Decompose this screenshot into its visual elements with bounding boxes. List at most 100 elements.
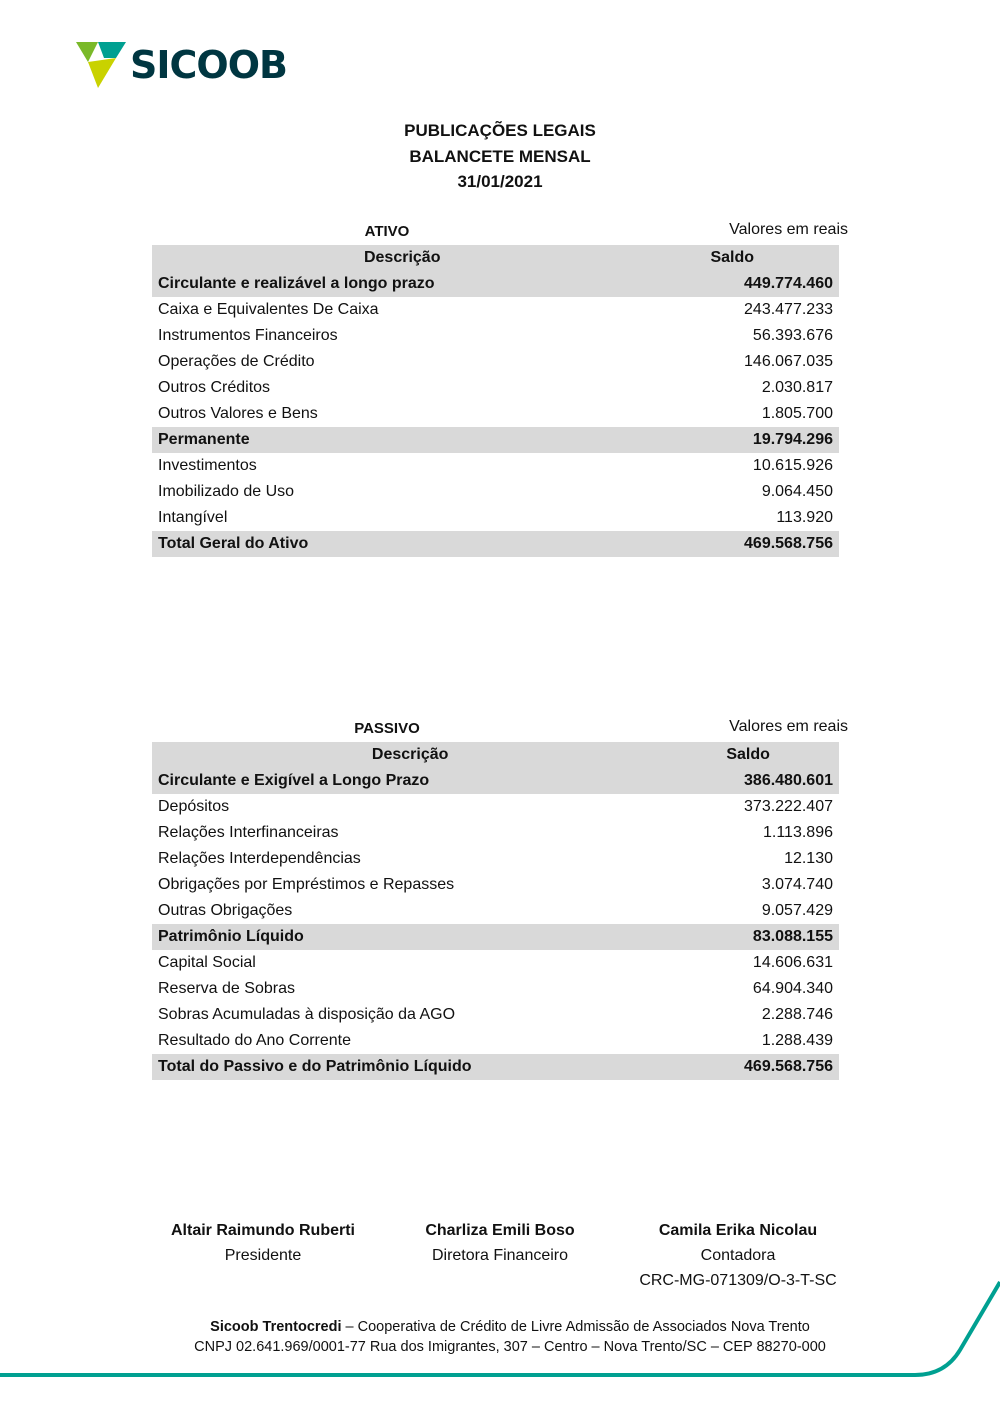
title-line-2: BALANCETE MENSAL [409,146,591,166]
subtotal-row: Total do Passivo e do Patrimônio Líquido… [152,1054,839,1080]
row-description: Relações Interdependências [158,850,361,867]
signature-crc: CRC-MG-071309/O-3-T-SC [639,1272,837,1289]
signature-financial-director: Charliza Emili Boso Diretora Financeiro [400,1218,600,1268]
ativo-label: ATIVO [364,223,410,240]
subtotal-row: Circulante e Exigível a Longo Prazo 386.4… [152,768,839,794]
signature-role: Diretora Financeiro [431,1247,569,1264]
row-value: 469.568.756 [668,1054,839,1080]
row-value: 1.288.439 [761,1032,833,1049]
row-description: Circulante e realizável a longo prazo [152,271,653,297]
table-row: Resultado do Ano Corrente 1.288.439 [152,1028,839,1054]
passivo-label: PASSIVO [354,720,420,737]
row-value: 243.477.233 [744,301,833,318]
sicoob-logo: SICOOB [76,42,288,88]
table-row: Sobras Acumuladas à disposição da AGO 2.2… [152,1002,839,1028]
row-value: 449.774.460 [652,271,839,297]
sicoob-logo-icon [76,42,126,88]
subtotal-row: Permanente 19.794.296 [152,427,839,453]
row-description: Depósitos [158,798,230,815]
table-row: Relações Interfinanceiras 1.113.896 [152,820,839,846]
footer-line-1: – Cooperativa de Crédito de Livre Admiss… [341,1319,810,1335]
col-desc: Descrição [152,742,669,768]
table-row: Outros Créditos 2.030.817 [152,375,839,401]
row-value: 373.222.407 [744,798,833,815]
row-description: Caixa e Equivalentes De Caixa [158,301,379,318]
col-desc: Descrição [152,245,653,271]
row-description: Permanente [152,427,653,453]
row-description: Obrigações por Empréstimos e Repasses [158,876,455,893]
passivo-table: Descrição Saldo Circulante e Exigível a Lo… [152,742,839,1080]
table-row: Instrumentos Financeiros 56.393.676 [152,323,839,349]
footer: Sicoob Trentocredi – Cooperativa de Créd… [0,1317,1000,1357]
row-description: Intangível [158,509,228,526]
table-row: Depósitos 373.222.407 [152,794,839,820]
table-row: Caixa e Equivalentes De Caixa 243.477.233 [152,297,839,323]
row-description: Outras Obrigações [158,902,293,919]
table-row: Outras Obrigações 9.057.429 [152,898,839,924]
row-value: 14.606.631 [752,954,833,971]
ativo-units: Valores em reais [729,221,848,238]
row-value: 64.904.340 [752,980,833,997]
subtotal-row: Total Geral do Ativo 469.568.756 [152,531,839,557]
footer-line-2: CNPJ 02.641.969/0001-77 Rua dos Imigrant… [194,1339,826,1355]
row-value: 146.067.035 [744,353,833,370]
row-value: 56.393.676 [752,327,833,344]
logo-text: SICOOB [130,43,288,87]
row-description: Instrumentos Financeiros [158,327,338,344]
signature-name: Altair Raimundo Ruberti [170,1222,355,1239]
subtotal-row: Circulante e realizável a longo prazo 449… [152,271,839,297]
row-value: 469.568.756 [652,531,839,557]
row-description: Reserva de Sobras [158,980,295,997]
row-description: Sobras Acumuladas à disposição da AGO [158,1006,456,1023]
title-date: 31/01/2021 [457,172,543,191]
row-description: Outros Créditos [158,379,271,396]
row-value: 3.074.740 [761,876,833,893]
row-description: Total Geral do Ativo [152,531,653,557]
title-line-1: PUBLICAÇÕES LEGAIS [404,121,596,140]
row-description: Capital Social [158,954,256,971]
row-description: Circulante e Exigível a Longo Prazo [152,768,669,794]
signature-role: Contadora [700,1247,776,1264]
ativo-section: ATIVO Valores em reais Descrição Saldo Cir… [152,219,852,557]
passivo-section: PASSIVO Valores em reais Descrição Saldo C… [152,716,852,1080]
row-value: 10.615.926 [752,457,833,474]
subtotal-row: Patrimônio Líquido 83.088.155 [152,924,839,950]
row-value: 113.920 [776,509,833,526]
row-value: 1.113.896 [763,824,833,841]
table-row: Operações de Crédito 146.067.035 [152,349,839,375]
table-row: Obrigações por Empréstimos e Repasses 3.0… [152,872,839,898]
table-header: Descrição Saldo [152,245,839,271]
row-value: 2.288.746 [761,1006,833,1023]
col-saldo: Saldo [668,742,839,768]
row-value: 12.130 [784,850,833,867]
table-row: Capital Social 14.606.631 [152,950,839,976]
table-row: Intangível 113.920 [152,505,839,531]
signature-name: Camila Erika Nicolau [658,1222,818,1239]
row-description: Relações Interfinanceiras [158,824,339,841]
signature-president: Altair Raimundo Ruberti Presidente [163,1218,363,1268]
col-saldo: Saldo [652,245,839,271]
row-description: Investimentos [158,457,257,474]
table-row: Investimentos 10.615.926 [152,453,839,479]
table-header: Descrição Saldo [152,742,839,768]
document-title: PUBLICAÇÕES LEGAIS BALANCETE MENSAL 31/0… [0,118,1000,195]
table-row: Reserva de Sobras 64.904.340 [152,976,839,1002]
row-description: Operações de Crédito [158,353,315,370]
passivo-units: Valores em reais [729,718,848,735]
table-row: Outros Valores e Bens 1.805.700 [152,401,839,427]
row-value: 2.030.817 [761,379,833,396]
row-value: 9.057.429 [761,902,833,919]
row-description: Total do Passivo e do Patrimônio Líquido [152,1054,669,1080]
row-description: Resultado do Ano Corrente [158,1032,352,1049]
signature-accountant: Camila Erika Nicolau Contadora CRC-MG-07… [628,1218,848,1293]
table-row: Imobilizado de Uso 9.064.450 [152,479,839,505]
footer-org: Sicoob Trentocredi [210,1319,342,1335]
row-description: Patrimônio Líquido [152,924,669,950]
row-description: Imobilizado de Uso [158,483,295,500]
ativo-table: Descrição Saldo Circulante e realizável a … [152,245,839,557]
row-value: 19.794.296 [652,427,839,453]
row-value: 386.480.601 [668,768,839,794]
row-description: Outros Valores e Bens [158,405,318,422]
